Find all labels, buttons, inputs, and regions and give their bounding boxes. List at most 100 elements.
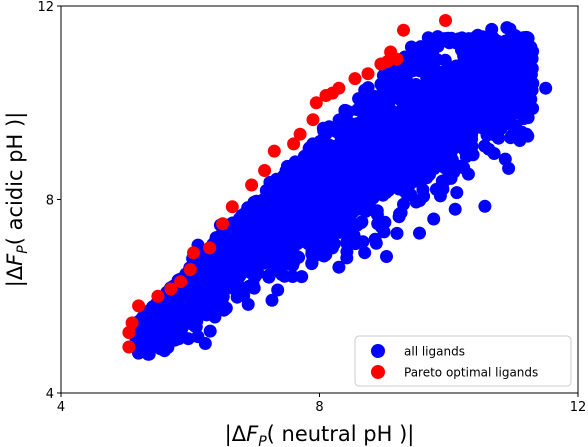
- point-all-ligands: [507, 119, 521, 133]
- point-all-ligands: [455, 79, 469, 93]
- point-all-ligands: [287, 255, 301, 269]
- point-all-ligands: [170, 309, 184, 323]
- point-pareto-optimal: [122, 340, 136, 354]
- point-all-ligands: [401, 66, 415, 80]
- point-all-ligands: [401, 180, 415, 194]
- point-all-ligands: [455, 31, 469, 45]
- x-tick-label: 8: [315, 400, 323, 415]
- point-pareto-optimal: [348, 72, 362, 86]
- point-all-ligands-outlier: [539, 81, 553, 95]
- point-all-ligands: [209, 284, 223, 298]
- point-all-ligands: [161, 340, 175, 354]
- point-all-ligands: [345, 160, 359, 174]
- point-all-ligands: [297, 226, 310, 240]
- point-all-ligands: [338, 103, 352, 117]
- point-all-ligands: [425, 61, 439, 75]
- point-pareto-optimal: [306, 113, 320, 127]
- point-all-ligands: [263, 175, 277, 189]
- point-all-ligands: [133, 327, 147, 341]
- point-all-ligands: [174, 325, 188, 339]
- point-all-ligands-outlier: [332, 260, 346, 274]
- point-all-ligands: [413, 64, 427, 78]
- point-all-ligands: [362, 121, 376, 134]
- point-pareto-optimal: [125, 316, 139, 330]
- point-all-ligands: [383, 142, 397, 156]
- point-all-ligands: [486, 113, 500, 127]
- x-axis-label: |ΔFP( neutral pH )|: [225, 422, 415, 447]
- point-all-ligands: [309, 159, 323, 173]
- point-all-ligands: [271, 283, 285, 297]
- point-all-ligands: [487, 147, 501, 160]
- point-all-ligands: [368, 90, 381, 103]
- point-all-ligands: [229, 280, 242, 294]
- point-pareto-optimal: [183, 263, 197, 277]
- point-pareto-optimal: [187, 246, 200, 260]
- legend: all ligands Pareto optimal ligands: [354, 335, 572, 387]
- point-pareto-optimal: [293, 127, 307, 141]
- point-all-ligands: [350, 200, 364, 214]
- point-all-ligands: [387, 78, 401, 92]
- point-all-ligands: [191, 278, 204, 292]
- point-all-ligands: [247, 281, 261, 295]
- point-all-ligands: [421, 31, 435, 45]
- point-all-ligands: [408, 53, 422, 67]
- y-tick-label: 4: [46, 387, 54, 402]
- point-all-ligands: [147, 311, 161, 325]
- point-all-ligands: [397, 197, 410, 211]
- point-all-ligands: [265, 293, 279, 307]
- point-pareto-optimal: [267, 144, 281, 158]
- point-all-ligands: [438, 53, 452, 67]
- point-all-ligands: [450, 186, 464, 200]
- point-all-ligands: [325, 241, 339, 255]
- point-all-ligands: [427, 212, 441, 226]
- point-all-ligands: [345, 231, 359, 245]
- point-all-ligands: [413, 226, 426, 240]
- point-all-ligands: [340, 251, 354, 265]
- point-all-ligands-outlier: [448, 202, 462, 216]
- point-all-ligands: [389, 168, 402, 182]
- point-all-ligands: [413, 107, 427, 121]
- point-all-ligands: [504, 131, 518, 145]
- point-all-ligands: [382, 129, 396, 143]
- point-all-ligands: [481, 73, 494, 87]
- point-all-ligands: [409, 195, 423, 209]
- point-all-ligands: [349, 175, 363, 189]
- point-all-ligands: [421, 151, 435, 165]
- point-all-ligands: [457, 161, 471, 175]
- point-all-ligands: [286, 222, 300, 236]
- point-all-ligands: [482, 35, 496, 49]
- point-all-ligands: [295, 270, 309, 284]
- point-all-ligands: [384, 155, 398, 169]
- point-all-ligands: [368, 132, 382, 146]
- point-all-ligands: [380, 250, 393, 263]
- point-all-ligands: [405, 131, 419, 145]
- point-all-ligands: [350, 117, 364, 131]
- point-all-ligands: [255, 232, 269, 246]
- point-all-ligands: [214, 270, 228, 284]
- point-all-ligands: [521, 129, 535, 143]
- point-pareto-optimal: [151, 289, 165, 303]
- point-all-ligands: [316, 199, 329, 213]
- point-pareto-optimal: [216, 217, 230, 231]
- point-all-ligands: [315, 230, 329, 243]
- point-all-ligands: [519, 97, 533, 111]
- point-all-ligands-outlier: [513, 52, 527, 66]
- series-all-ligands: [128, 21, 553, 361]
- point-all-ligands-outlier: [526, 76, 540, 90]
- point-all-ligands: [230, 290, 244, 304]
- legend-label: Pareto optimal ligands: [404, 366, 538, 380]
- point-all-ligands: [275, 211, 289, 225]
- point-all-ligands: [443, 109, 457, 123]
- point-all-ligands: [355, 153, 369, 167]
- point-all-ligands: [240, 259, 254, 273]
- point-all-ligands: [327, 181, 341, 195]
- point-all-ligands: [241, 297, 255, 311]
- point-all-ligands: [453, 114, 467, 128]
- point-all-ligands: [498, 152, 512, 166]
- y-axis-label: |ΔFP( acidic pH )|: [3, 112, 31, 288]
- legend-marker: [371, 344, 385, 358]
- point-all-ligands: [478, 199, 492, 213]
- point-all-ligands: [278, 269, 292, 283]
- point-all-ligands: [216, 255, 230, 269]
